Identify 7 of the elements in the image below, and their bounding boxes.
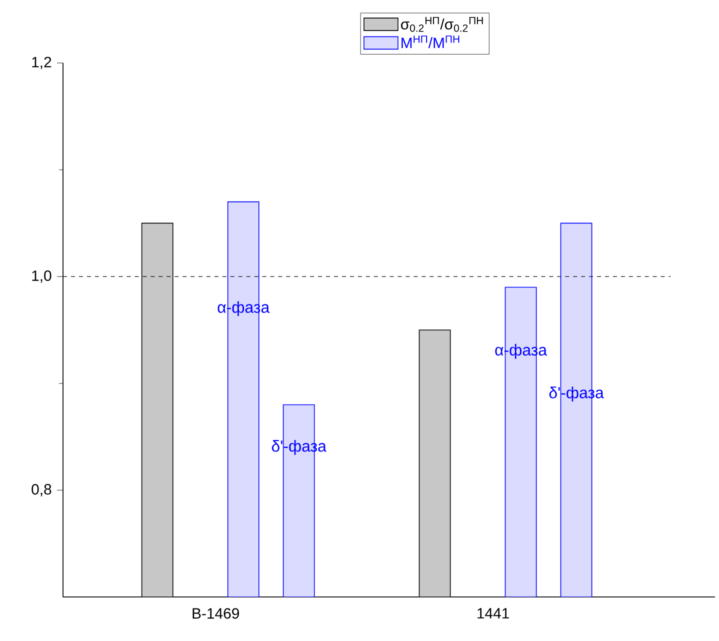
y-tick-label: 1,2 xyxy=(32,56,52,70)
legend-label: M$^{НП}$/M$^{ПН}$ xyxy=(402,36,460,48)
x-tick-label: 1441 xyxy=(478,608,509,618)
legend-label: σ$_{0.2}$$^{НП}$/σ$_{0.2}$ПН xyxy=(400,16,483,32)
y-tick-label: 1,0 xyxy=(32,270,52,283)
x-tick-label: B-1469 xyxy=(192,608,239,619)
y-tick-label: 0,8 xyxy=(32,484,52,496)
